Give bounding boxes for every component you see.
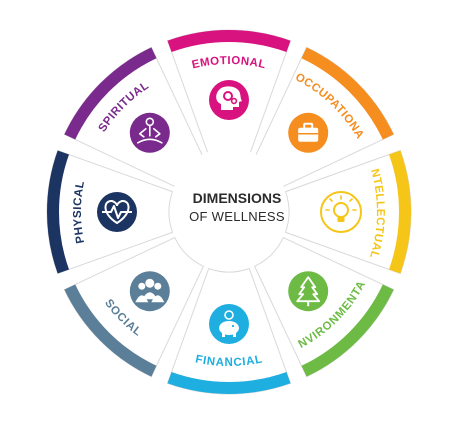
briefcase-icon <box>288 112 329 153</box>
segment-label-emotional: EMOTIONAL <box>191 55 267 71</box>
center-subtitle: OF WELLNESS <box>189 209 285 224</box>
heart-pulse-icon <box>97 192 137 232</box>
center-disc <box>171 148 287 264</box>
meditation-icon <box>129 112 170 153</box>
segment-label-financial: FINANCIAL <box>194 353 263 369</box>
head-gears-icon <box>209 80 249 120</box>
segment-environmental <box>253 236 395 378</box>
people-icon <box>129 271 170 312</box>
center-title: DIMENSIONS <box>193 190 282 206</box>
segment-social <box>63 236 205 378</box>
segment-label-physical: PHYSICAL <box>72 180 87 245</box>
lightbulb-icon <box>320 191 362 233</box>
piggy-bank-icon <box>209 304 249 344</box>
tree-icon <box>288 271 329 312</box>
